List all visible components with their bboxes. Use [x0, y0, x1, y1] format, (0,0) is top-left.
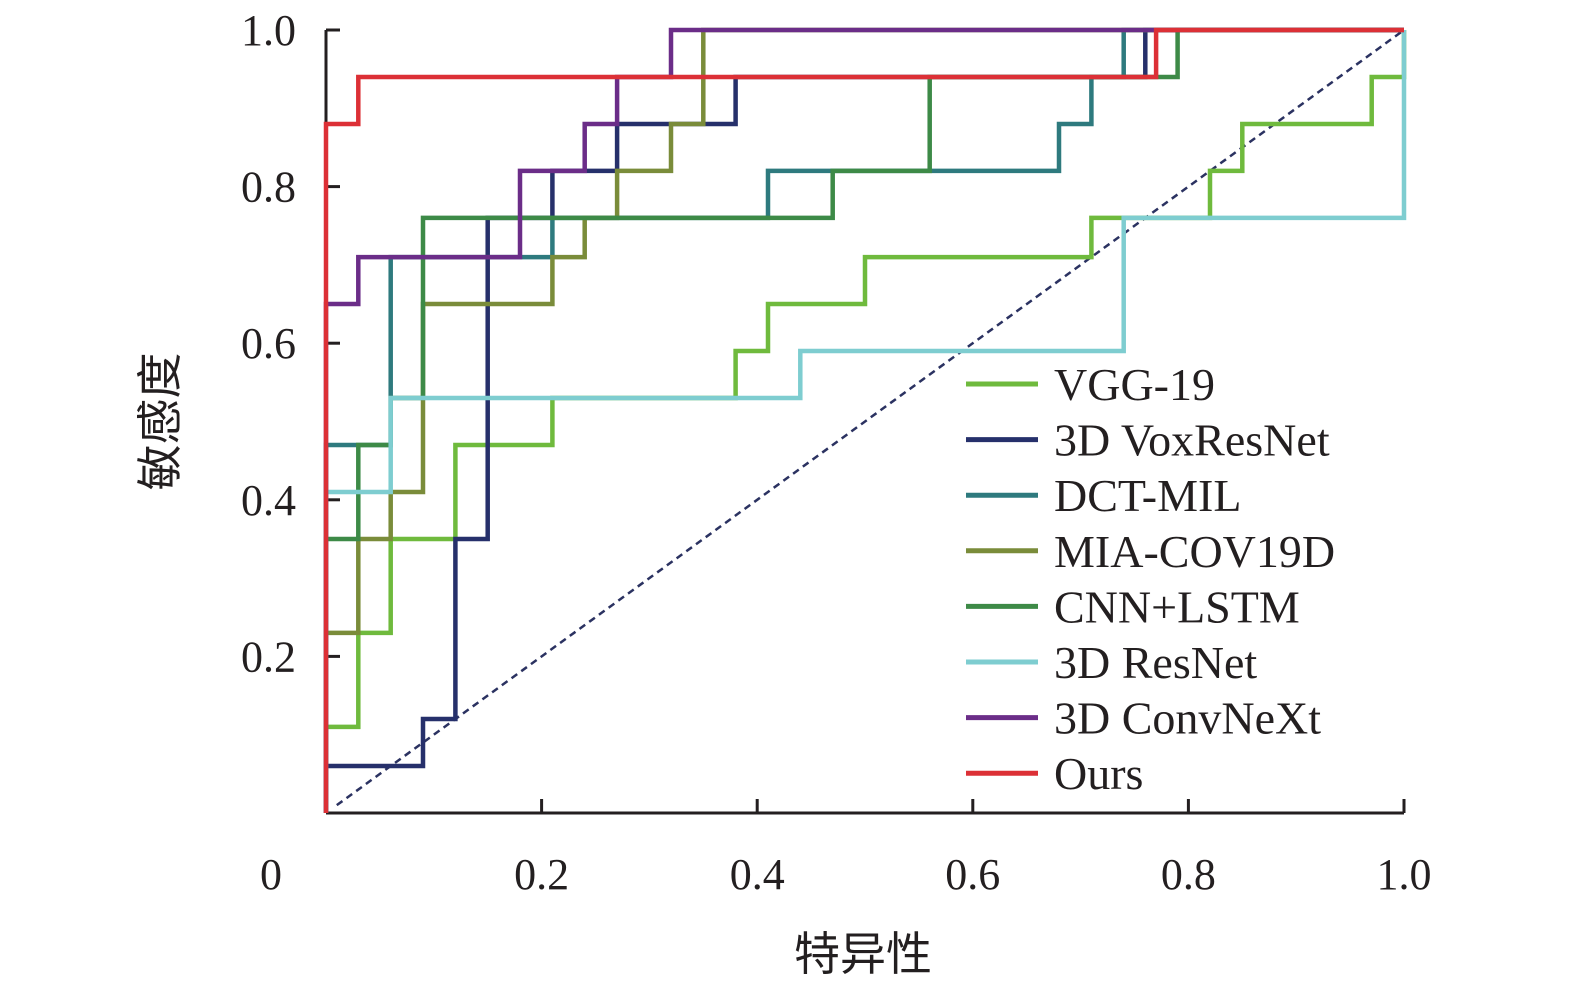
legend-label-vgg-19: VGG-19 [1054, 359, 1215, 410]
x-tick-label: 0.6 [945, 850, 1000, 899]
x-tick-label: 0.4 [730, 850, 785, 899]
legend-label-3d-resnet: 3D ResNet [1054, 637, 1257, 688]
y-tick-label: 1.0 [241, 6, 296, 55]
legend-label-cnn-lstm: CNN+LSTM [1054, 581, 1300, 632]
series-line-ours [323, 27, 1404, 813]
legend-label-3d-convnext: 3D ConvNeXt [1054, 693, 1321, 744]
y-tick-label: 0.4 [241, 476, 296, 525]
legend-label-mia-cov19d: MIA-COV19D [1054, 526, 1335, 577]
legend-label-ours: Ours [1054, 748, 1143, 799]
series-layer [323, 27, 1407, 813]
y-tick-label: 0.2 [241, 632, 296, 681]
axes: 0.2 0.4 0.6 0.8 1.0 0.2 0.4 0.6 0.8 1.0 [241, 6, 1432, 899]
legend-label-dct-mil: DCT-MIL [1054, 470, 1241, 521]
y-ticks: 0.2 0.4 0.6 0.8 1.0 [241, 6, 340, 681]
series-line-vgg-19 [323, 30, 1407, 813]
y-tick-label: 0.6 [241, 319, 296, 368]
x-tick-label: 0.8 [1161, 850, 1216, 899]
diagonal-layer [336, 28, 1405, 807]
x-ticks: 0.2 0.4 0.6 0.8 1.0 [514, 799, 1432, 899]
x-tick-label: 1.0 [1377, 850, 1432, 899]
y-axis-title: 敏感度 [133, 353, 187, 491]
x-tick-label: 0.2 [514, 850, 569, 899]
legend-label-3d-voxresnet: 3D VoxResNet [1054, 415, 1330, 466]
x-axis-title: 特异性 [794, 927, 932, 981]
series-line-3d-resnet [323, 30, 1407, 813]
y-tick-label: 0.8 [241, 163, 296, 212]
origin-label: 0 [260, 850, 282, 899]
diagonal-reference-line [336, 28, 1405, 807]
